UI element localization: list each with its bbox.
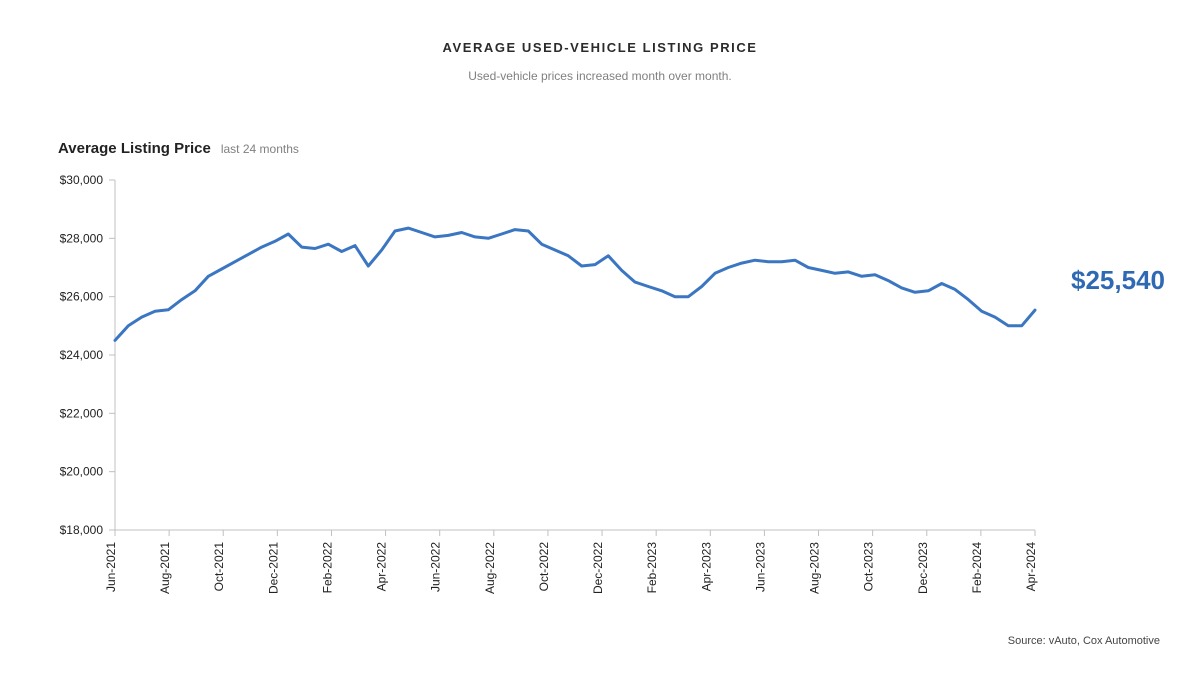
- svg-text:Dec-2023: Dec-2023: [916, 542, 930, 594]
- svg-text:$30,000: $30,000: [60, 173, 104, 187]
- chart-container: $18,000 $20,000 $22,000 $24,000 $26,000 $28,0…: [0, 160, 1200, 620]
- axis-title: Average Listing Price: [58, 140, 211, 157]
- svg-text:Oct-2022: Oct-2022: [537, 542, 551, 592]
- svg-text:Feb-2023: Feb-2023: [645, 542, 659, 594]
- axis-title-row: Average Listing Price last 24 months: [58, 140, 299, 157]
- svg-text:$28,000: $28,000: [60, 231, 104, 245]
- svg-text:Apr-2022: Apr-2022: [375, 542, 389, 592]
- line-chart: $18,000 $20,000 $22,000 $24,000 $26,000 $28,0…: [0, 160, 1200, 620]
- svg-text:Apr-2023: Apr-2023: [699, 542, 713, 592]
- svg-text:Jun-2022: Jun-2022: [429, 542, 443, 592]
- source-text: Source: vAuto, Cox Automotive: [1008, 635, 1160, 647]
- svg-text:$26,000: $26,000: [60, 290, 104, 304]
- svg-text:$20,000: $20,000: [60, 465, 104, 479]
- callout-value: $25,540: [1071, 265, 1165, 296]
- svg-text:Feb-2024: Feb-2024: [970, 542, 984, 594]
- axis-title-note: last 24 months: [221, 142, 299, 156]
- svg-text:Oct-2023: Oct-2023: [862, 542, 876, 592]
- page-title: AVERAGE USED-VEHICLE LISTING PRICE: [0, 0, 1200, 55]
- svg-text:Aug-2022: Aug-2022: [483, 542, 497, 594]
- svg-text:$18,000: $18,000: [60, 523, 104, 537]
- page: AVERAGE USED-VEHICLE LISTING PRICE Used-…: [0, 0, 1200, 675]
- svg-text:$24,000: $24,000: [60, 348, 104, 362]
- svg-text:Aug-2023: Aug-2023: [808, 542, 822, 594]
- page-subtitle: Used-vehicle prices increased month over…: [0, 69, 1200, 83]
- svg-text:Dec-2022: Dec-2022: [591, 542, 605, 594]
- svg-text:Jun-2021: Jun-2021: [104, 542, 118, 592]
- svg-text:Oct-2021: Oct-2021: [212, 542, 226, 592]
- svg-text:Feb-2022: Feb-2022: [320, 542, 334, 594]
- svg-text:Dec-2021: Dec-2021: [266, 542, 280, 594]
- svg-text:Apr-2024: Apr-2024: [1024, 542, 1038, 592]
- svg-text:$22,000: $22,000: [60, 406, 104, 420]
- svg-text:Jun-2023: Jun-2023: [753, 542, 767, 592]
- svg-text:Aug-2021: Aug-2021: [158, 542, 172, 594]
